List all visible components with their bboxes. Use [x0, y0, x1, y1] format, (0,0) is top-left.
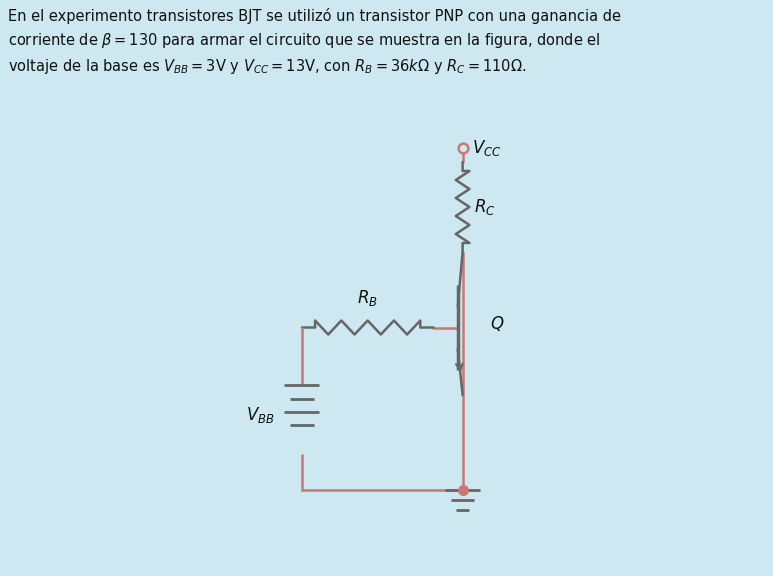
Text: $R_B$: $R_B$ — [357, 287, 378, 308]
Text: $V_{CC}$: $V_{CC}$ — [472, 138, 502, 158]
Text: $Q$: $Q$ — [490, 314, 504, 333]
Text: $V_{BB}$: $V_{BB}$ — [246, 405, 274, 425]
Text: $R_C$: $R_C$ — [475, 197, 496, 217]
Text: En el experimento transistores BJT se utilizó un transistor PNP con una ganancia: En el experimento transistores BJT se ut… — [8, 8, 621, 76]
